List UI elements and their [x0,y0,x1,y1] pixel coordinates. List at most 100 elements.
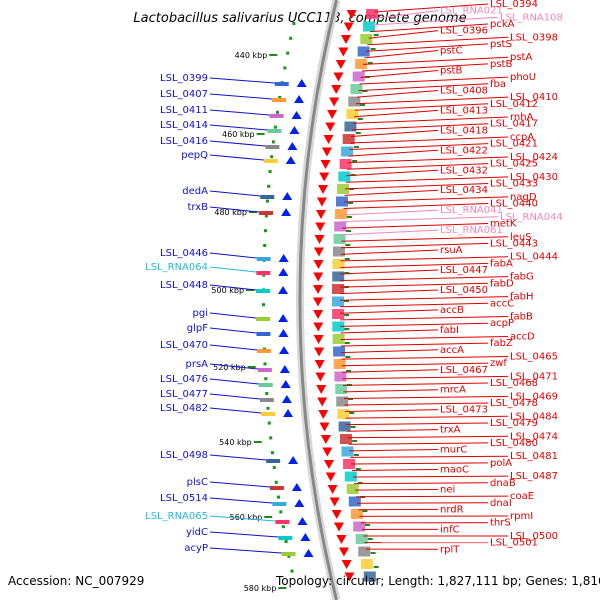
reverse-feature-block [256,257,271,261]
reverse-feature-block [263,159,278,163]
feature-block [332,334,345,344]
gc-dot [269,436,273,440]
right-leader-line [349,143,489,151]
right-gene-label: LSL_0481 [510,451,558,462]
gc-dot [270,155,274,159]
right-gene-label: fabZ [490,338,513,349]
feature-block [355,59,368,69]
right-gene-label: LSL_0412 [490,99,538,110]
reverse-feature-block [259,398,274,402]
feature-tick [347,202,353,204]
reverse-feature-block [274,82,289,86]
right-leader-line [370,23,489,33]
reverse-gene-arrow [288,456,299,464]
feature-tick [350,426,356,428]
gc-dot [267,421,271,425]
reverse-feature-block [256,289,271,293]
reverse-feature-block [266,459,281,463]
right-gene-label: LSL_0444 [510,252,558,263]
forward-gene-arrow [344,572,355,582]
feature-block [335,196,348,207]
genome-summary-text: Topology: circular; Length: 1,827,111 bp… [276,574,600,588]
left-gene-label: prsA [185,359,208,370]
reverse-feature-block [267,129,282,133]
forward-gene-arrow [338,47,349,57]
feature-block [332,259,345,269]
forward-gene-arrow [318,410,329,419]
right-gene-label: LSL_0432 [440,165,488,176]
right-leader-line [343,382,489,386]
right-gene-label: coaE [510,491,534,502]
right-leader-line [359,76,509,85]
left-leader-line [209,454,267,461]
forward-gene-arrow [329,97,340,107]
forward-gene-arrow [333,72,344,82]
right-gene-label: trxA [440,425,461,436]
right-gene-label: LSL_0484 [510,411,558,422]
reverse-feature-block [269,486,284,490]
right-leader-line [339,296,509,301]
feature-block [338,171,351,182]
right-gene-label: mrcA [440,385,466,396]
right-gene-label: accB [440,305,464,316]
right-leader-line [351,123,489,131]
forward-gene-arrow [315,372,326,382]
reverse-gene-arrow [281,208,292,216]
reverse-feature-block [256,332,271,336]
gc-dot [276,495,280,499]
right-gene-label: LSL_0467 [440,365,488,376]
left-leader-line [209,77,275,84]
reverse-feature-block [272,502,287,506]
feature-block [335,384,348,394]
right-leader-line [349,449,439,452]
left-gene-label: LSL_0411 [160,105,208,116]
right-leader-line [350,455,509,458]
feature-tick [345,356,351,358]
right-gene-label: pckA [490,19,515,30]
feature-tick [344,342,350,344]
right-gene-label: LSL_0450 [440,285,488,296]
forward-gene-arrow [316,210,327,219]
reverse-feature-block [256,317,271,321]
forward-gene-arrow [323,460,334,469]
reverse-feature-block [260,195,275,199]
forward-gene-arrow [313,272,324,282]
right-leader-line [340,269,439,275]
right-gene-label: fba [490,79,506,90]
right-gene-label: fabD [490,278,514,289]
left-leader-line [209,531,279,538]
gc-dot [287,554,291,558]
right-gene-label: murC [440,445,467,456]
right-gene-label: LSL_0469 [510,391,558,402]
right-gene-label: LSL_0421 [490,139,538,150]
right-leader-line [346,422,489,426]
right-gene-label: LSL_0440 [490,199,538,210]
feature-block [341,446,354,457]
feature-block [343,459,356,469]
left-gene-label: yidC [186,527,208,538]
forward-gene-arrow [313,247,324,257]
right-gene-label: nei [440,484,455,495]
right-leader-line [356,96,509,105]
left-gene-label: LSL_0446 [160,248,208,259]
left-gene-label: glpF [187,323,208,334]
right-gene-label: fabG [510,272,534,283]
feature-tick [344,328,350,330]
right-leader-line [345,409,439,413]
forward-gene-arrow [314,360,325,369]
left-gene-label: LSL_0514 [160,493,208,504]
left-gene-label: dedA [182,186,208,197]
right-gene-label: infC [440,524,460,535]
kbp-tick-label: 540 kbp [219,438,252,447]
reverse-gene-arrow [282,192,293,200]
right-leader-line [348,149,439,157]
reverse-feature-block [272,98,287,102]
feature-block [332,296,345,307]
right-gene-label: LSL_RNA108 [500,12,563,23]
right-gene-label: rpmI [510,511,533,522]
reverse-feature-block [265,145,280,149]
feature-block [344,471,357,482]
feature-block [357,46,370,57]
right-gene-label: LSL_0408 [440,85,488,96]
feature-block [332,271,345,282]
